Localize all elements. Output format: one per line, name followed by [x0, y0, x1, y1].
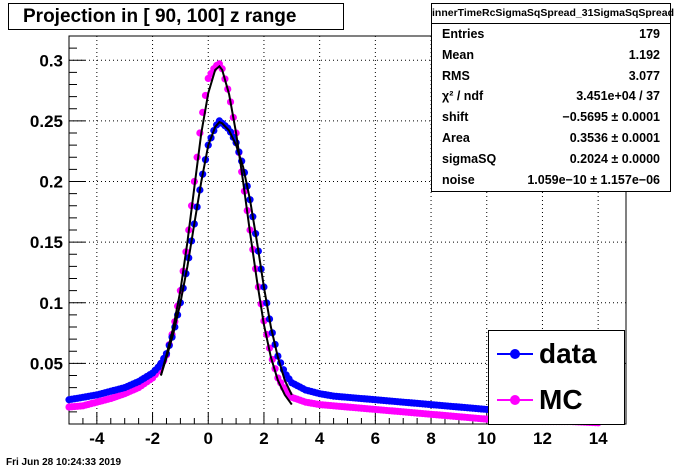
x-tick-label: 0 [204, 429, 213, 448]
legend-label-mc: MC [539, 384, 583, 415]
y-tick-label: 0.25 [30, 112, 63, 131]
stats-label: Mean [442, 47, 474, 62]
y-tick-label: 0.3 [39, 51, 63, 70]
stats-histogram-name: innerTimeRcSigmaSqSpread_31SigmaSqSpread [432, 4, 674, 24]
stats-label: Area [442, 130, 470, 145]
legend-entry-data: data [495, 334, 623, 374]
x-tick-label: 10 [477, 429, 496, 448]
stats-value: 0.2024 ± 0.0000 [569, 151, 660, 166]
y-tick-label: 0.2 [39, 173, 63, 192]
timestamp: Fri Jun 28 10:24:33 2019 [6, 457, 122, 468]
stats-value: 3.451e+04 / 37 [576, 89, 660, 104]
stats-label: Entries [442, 27, 485, 41]
stats-label: RMS [442, 68, 470, 83]
y-tick-label: 0.1 [39, 294, 63, 313]
x-tick-label: 4 [315, 429, 325, 448]
stats-value: 0.3536 ± 0.0001 [569, 130, 660, 145]
x-tick-label: -4 [89, 429, 105, 448]
stats-label: χ² / ndf [442, 89, 484, 104]
legend-label-data: data [539, 338, 597, 369]
stats-box: innerTimeRcSigmaSqSpread_31SigmaSqSpread… [431, 3, 674, 192]
x-tick-label: 8 [426, 429, 435, 448]
fit-curves [159, 64, 293, 406]
legend-marker-mc [497, 395, 533, 405]
stats-row-mean: Mean 1.192 [432, 45, 670, 66]
axes: -4 -2 0 2 4 6 8 10 12 14 0.05 0.1 0.15 0.2 0.25 0.3 [30, 35, 627, 448]
stats-label: shift [442, 110, 469, 125]
x-tick-label: 14 [589, 429, 608, 448]
stats-value: −0.5695 ± 0.0001 [562, 110, 660, 125]
fit-curve-0 [159, 64, 293, 406]
y-tick-label: 0.15 [30, 233, 63, 252]
legend-entry-mc: MC [495, 380, 623, 420]
plot-title: Projection in [ 90, 100] z range [8, 3, 344, 30]
legend: data MC [488, 330, 625, 425]
stats-row-chi2: χ² / ndf 3.451e+04 / 37 [432, 86, 670, 107]
fit-curve-1 [159, 120, 293, 396]
y-tick-label: 0.05 [30, 354, 63, 373]
stats-value: 1.192 [628, 47, 660, 62]
x-tick-label: -2 [145, 429, 160, 448]
stats-row-entries: Entries 179 [432, 24, 670, 45]
stats-label: noise [442, 172, 475, 187]
stats-row-shift: shift −0.5695 ± 0.0001 [432, 107, 670, 128]
x-tick-label: 12 [533, 429, 552, 448]
stats-row-area: Area 0.3536 ± 0.0001 [432, 128, 670, 149]
legend-marker-data [497, 349, 533, 359]
x-tick-label: 6 [371, 429, 380, 448]
stats-value: 3.077 [628, 68, 660, 83]
stats-row-noise: noise 1.059e−10 ± 1.157e−06 [432, 170, 670, 191]
stats-row-rms: RMS 3.077 [432, 66, 670, 87]
stats-label: sigmaSQ [442, 151, 497, 166]
x-tick-label: 2 [259, 429, 268, 448]
stats-row-sigmasq: sigmaSQ 0.2024 ± 0.0000 [432, 149, 670, 170]
stats-value: 1.059e−10 ± 1.157e−06 [527, 172, 660, 187]
stats-value: 179 [639, 27, 660, 41]
